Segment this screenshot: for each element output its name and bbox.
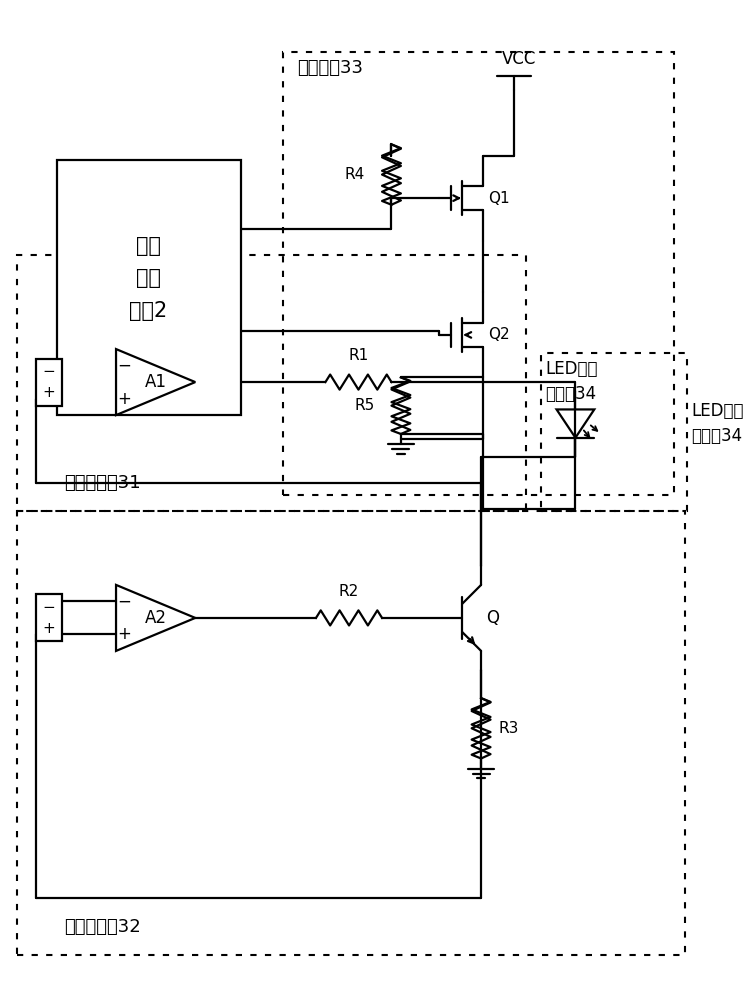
Text: Q: Q	[486, 609, 498, 627]
Text: +: +	[118, 390, 132, 408]
Bar	[36, 359, 62, 406]
Bar	[36, 594, 62, 641]
Text: A1: A1	[144, 373, 167, 391]
Text: LED老化
测试座34: LED老化 测试座34	[545, 360, 597, 403]
Text: VCC: VCC	[501, 50, 536, 68]
Text: 可控开关33: 可控开关33	[297, 59, 363, 77]
Text: −: −	[42, 600, 55, 615]
Text: −: −	[42, 364, 55, 379]
Text: R2: R2	[339, 584, 359, 599]
Text: −: −	[118, 592, 132, 610]
Bar	[17, 255, 526, 511]
Text: R3: R3	[498, 721, 519, 736]
Text: −: −	[118, 357, 132, 375]
Text: +: +	[118, 625, 132, 643]
Text: LED老化
测试座34: LED老化 测试座34	[691, 402, 744, 445]
Text: Q2: Q2	[488, 327, 510, 342]
Text: +: +	[42, 385, 55, 400]
Text: 可控恒流源32: 可控恒流源32	[64, 918, 141, 936]
Text: +: +	[42, 621, 55, 636]
Bar	[283, 52, 675, 495]
Text: A2: A2	[144, 609, 167, 627]
Bar	[541, 353, 687, 511]
Text: R1: R1	[348, 348, 368, 363]
Bar	[17, 511, 684, 955]
Text: 微处
理器
模块2: 微处 理器 模块2	[129, 236, 167, 321]
Bar	[57, 160, 240, 415]
Text: R4: R4	[344, 167, 365, 182]
Text: R5: R5	[354, 398, 374, 413]
Text: 可控电压源31: 可控电压源31	[64, 474, 141, 492]
Text: Q1: Q1	[488, 191, 510, 206]
